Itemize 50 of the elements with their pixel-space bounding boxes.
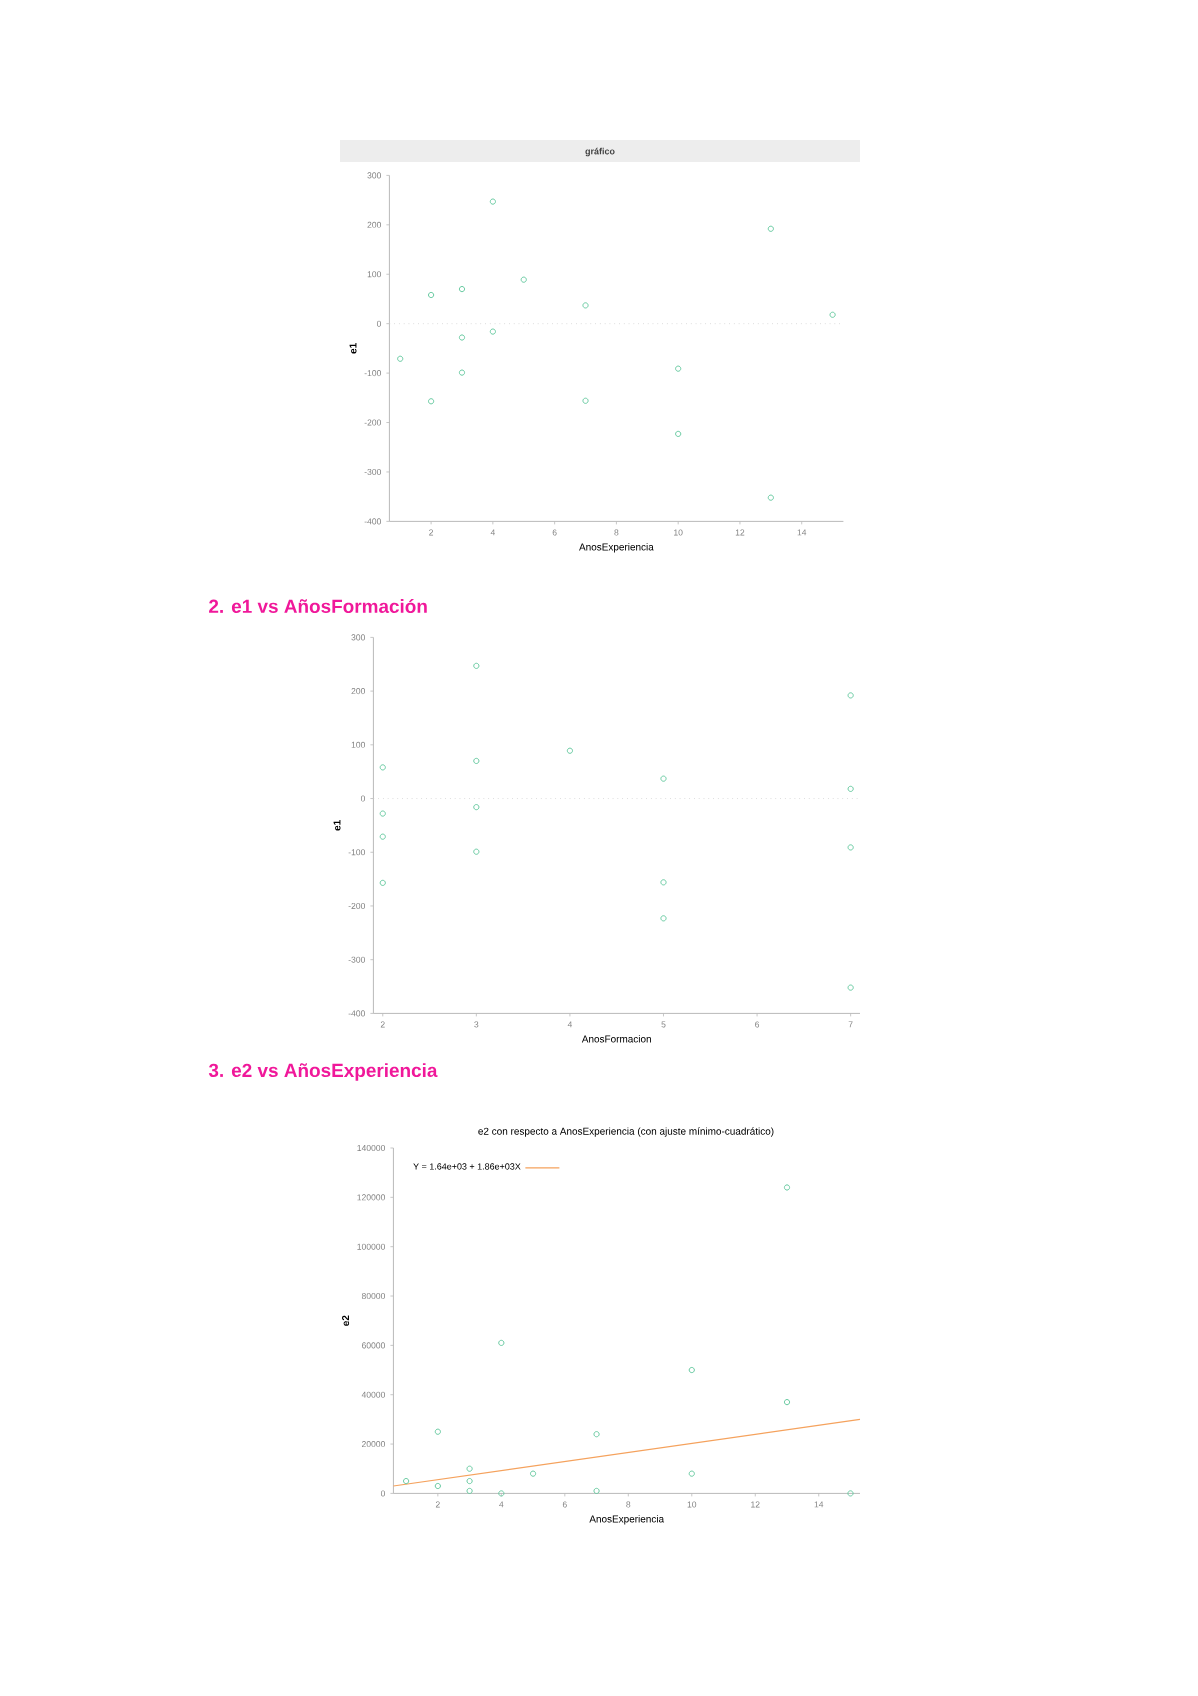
point (847, 844, 854, 851)
chart-title: 2. e1 vs AñosFormación (209, 598, 427, 614)
point (847, 1490, 854, 1497)
point (458, 285, 466, 293)
point (593, 1431, 600, 1438)
chart-title: 3. e2 vs AñosExperiencia (208, 1063, 438, 1081)
point (593, 1487, 600, 1495)
point (847, 984, 854, 991)
point (498, 1339, 505, 1346)
point (434, 1428, 441, 1435)
point (466, 1487, 473, 1495)
point (379, 810, 386, 817)
point (660, 775, 667, 782)
point (379, 833, 386, 840)
point (582, 397, 589, 404)
point (660, 879, 667, 886)
point (428, 291, 435, 299)
point (466, 1477, 473, 1485)
point (473, 757, 480, 765)
point (582, 302, 589, 309)
point (473, 662, 480, 669)
point (847, 692, 854, 699)
point (688, 1470, 695, 1477)
point (498, 1490, 505, 1497)
point (428, 398, 435, 405)
point (520, 276, 527, 283)
point (783, 1399, 791, 1406)
point (379, 879, 386, 886)
point (458, 369, 466, 376)
point (675, 430, 682, 437)
point (397, 355, 404, 362)
point (767, 494, 774, 501)
point (529, 1470, 537, 1477)
point (489, 198, 496, 205)
point (489, 328, 496, 335)
point (379, 764, 386, 771)
point (403, 1477, 410, 1485)
point (688, 1366, 695, 1374)
point (566, 747, 574, 754)
point (829, 311, 836, 318)
point (473, 848, 480, 855)
point (473, 804, 480, 811)
point (458, 334, 466, 341)
point (660, 915, 667, 922)
point (466, 1465, 473, 1472)
point (767, 225, 774, 232)
point (783, 1184, 791, 1191)
point (847, 785, 854, 792)
point (675, 365, 682, 372)
point (434, 1482, 441, 1490)
